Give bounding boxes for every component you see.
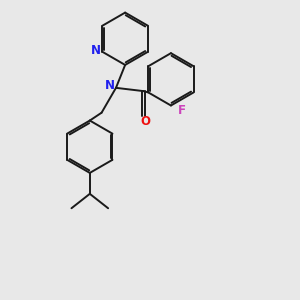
Text: N: N (91, 44, 101, 57)
Text: O: O (140, 116, 150, 128)
Text: F: F (178, 104, 186, 117)
Text: N: N (105, 80, 115, 92)
